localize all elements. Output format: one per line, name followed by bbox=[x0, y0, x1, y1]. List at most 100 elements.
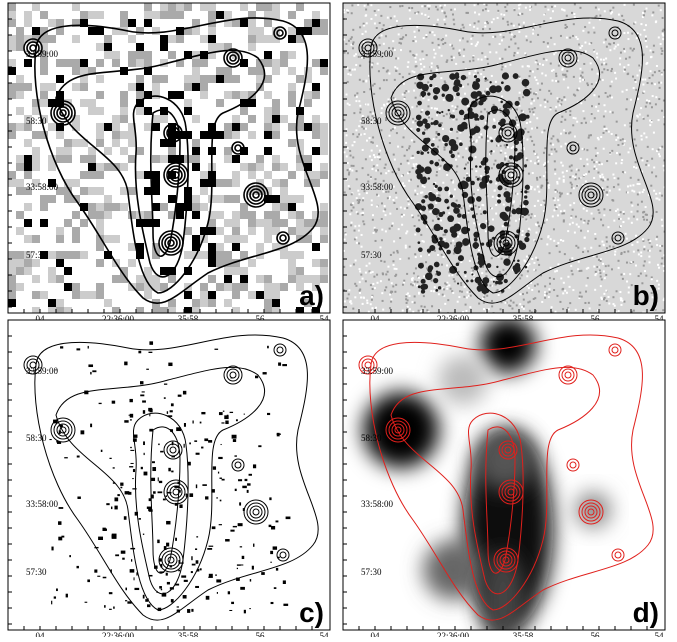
pixel bbox=[256, 243, 264, 251]
pixel bbox=[96, 259, 104, 267]
pixel bbox=[437, 38, 439, 40]
pixel bbox=[606, 128, 608, 130]
pixel bbox=[584, 42, 586, 44]
pixel bbox=[450, 242, 452, 244]
pixel bbox=[381, 112, 383, 114]
emission bbox=[445, 94, 453, 102]
pixel bbox=[633, 216, 635, 218]
pixel bbox=[525, 7, 527, 9]
pixel bbox=[8, 259, 16, 267]
pixel bbox=[569, 166, 571, 168]
pixel bbox=[428, 16, 430, 18]
emission bbox=[500, 118, 506, 124]
pixel bbox=[570, 182, 572, 184]
pixel bbox=[557, 199, 559, 201]
pixel bbox=[421, 109, 423, 111]
pixel bbox=[422, 58, 424, 60]
pixel bbox=[224, 251, 232, 259]
pixel bbox=[296, 219, 304, 227]
pixel bbox=[520, 205, 522, 207]
pixel bbox=[572, 222, 574, 224]
pixel bbox=[200, 75, 208, 83]
speck bbox=[177, 606, 179, 607]
pixel bbox=[441, 264, 443, 266]
pixel bbox=[572, 209, 574, 211]
pixel bbox=[571, 164, 573, 166]
emission bbox=[468, 145, 476, 153]
pixel bbox=[350, 300, 352, 302]
emission bbox=[432, 208, 439, 215]
pixel bbox=[424, 129, 426, 131]
pixel bbox=[444, 234, 446, 236]
pixel bbox=[553, 228, 555, 230]
pixel bbox=[555, 73, 557, 75]
pixel bbox=[531, 140, 533, 142]
pixel bbox=[596, 161, 598, 163]
pixel bbox=[527, 230, 529, 232]
pixel bbox=[598, 162, 600, 164]
pixel bbox=[104, 51, 112, 59]
pixel bbox=[662, 34, 664, 36]
pixel bbox=[152, 83, 160, 91]
speck bbox=[111, 507, 112, 510]
pixel bbox=[573, 117, 575, 119]
pixel bbox=[551, 70, 553, 72]
pixel bbox=[216, 179, 224, 187]
pixel bbox=[641, 201, 643, 203]
pixel bbox=[575, 117, 577, 119]
pixel bbox=[16, 83, 24, 91]
pixel bbox=[646, 99, 648, 101]
pixel bbox=[535, 257, 537, 259]
pixel bbox=[406, 149, 408, 151]
pixel bbox=[603, 68, 605, 70]
pixel bbox=[415, 256, 417, 258]
pixel bbox=[366, 300, 368, 302]
pixel bbox=[352, 202, 354, 204]
pixel bbox=[493, 278, 495, 280]
pixel bbox=[554, 148, 556, 150]
pixel bbox=[409, 246, 411, 248]
pixel bbox=[40, 195, 48, 203]
pixel bbox=[371, 66, 373, 68]
pixel bbox=[423, 275, 425, 277]
pixel bbox=[176, 211, 184, 219]
pixel bbox=[184, 3, 192, 11]
pixel bbox=[620, 52, 622, 54]
pixel bbox=[484, 26, 486, 28]
pixel bbox=[372, 113, 374, 115]
emission bbox=[461, 122, 468, 129]
pixel bbox=[401, 215, 403, 217]
pixel bbox=[606, 46, 608, 48]
pixel bbox=[415, 163, 417, 165]
pixel bbox=[646, 46, 648, 48]
emission bbox=[489, 180, 492, 183]
pixel bbox=[288, 67, 296, 75]
pixel bbox=[457, 301, 459, 303]
pixel bbox=[529, 301, 531, 303]
pixel bbox=[104, 163, 112, 171]
pixel bbox=[184, 251, 192, 259]
pixel bbox=[493, 150, 495, 152]
pixel bbox=[627, 250, 629, 252]
pixel bbox=[663, 165, 665, 167]
pixel bbox=[432, 42, 434, 44]
pixel bbox=[537, 163, 539, 165]
pixel bbox=[399, 5, 401, 7]
pixel bbox=[506, 10, 508, 12]
pixel bbox=[454, 280, 456, 282]
speck bbox=[143, 534, 144, 535]
pixel bbox=[623, 211, 625, 213]
pixel bbox=[661, 53, 663, 55]
pixel bbox=[96, 123, 104, 131]
pixel bbox=[555, 150, 557, 152]
pixel bbox=[224, 147, 232, 155]
pixel bbox=[394, 291, 396, 293]
pixel bbox=[387, 271, 389, 273]
pixel bbox=[431, 107, 433, 109]
pixel bbox=[532, 111, 534, 113]
pixel bbox=[487, 22, 489, 24]
pixel bbox=[96, 171, 104, 179]
speck bbox=[92, 370, 96, 372]
pixel bbox=[537, 186, 539, 188]
speck bbox=[171, 471, 173, 473]
